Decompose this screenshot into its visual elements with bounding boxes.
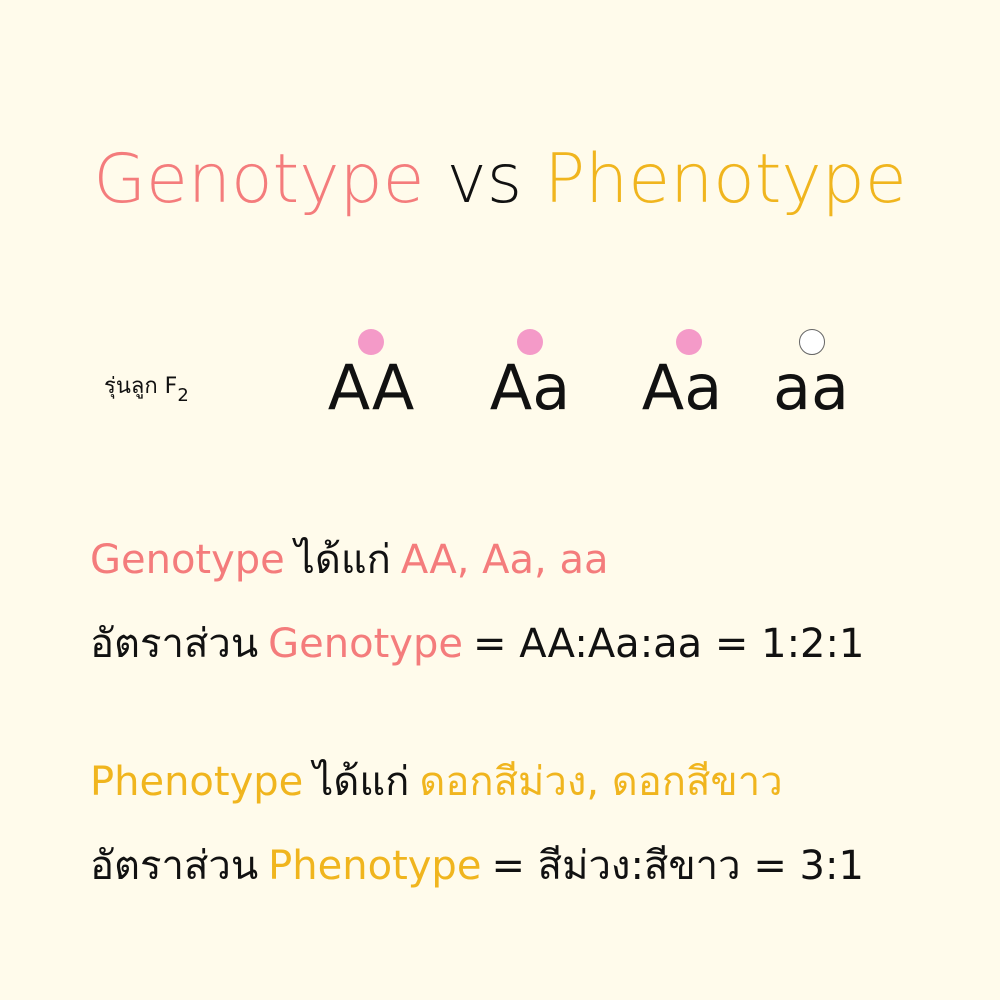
ratio-genotype-term: Genotype — [268, 621, 463, 667]
title-genotype: Genotype — [93, 140, 425, 219]
phenotype-ratio-line: อัตราส่วน Phenotype = สีม่วง:สีขาว = 3:1 — [90, 840, 864, 892]
genotype-verb: ได้แก่ — [294, 537, 391, 583]
genotype-list: AA, Aa, aa — [400, 537, 609, 583]
genotype-aa-hetero: Aa — [489, 351, 571, 424]
genotype-ratio-expression: = AA:Aa:aa = 1:2:1 — [472, 621, 865, 667]
genotype-ratio-line: อัตราส่วน Genotype = AA:Aa:aa = 1:2:1 — [90, 618, 864, 670]
generation-label-text: รุ่นลูก F — [104, 374, 178, 399]
phenotype-ratio-expression: = สีม่วง:สีขาว = 3:1 — [491, 843, 864, 889]
generation-subscript: 2 — [177, 385, 189, 406]
ratio-prefix: อัตราส่วน — [90, 843, 259, 889]
genotype-term: Genotype — [90, 537, 285, 583]
genotype-aa-recessive: aa — [773, 351, 849, 424]
genotype-aa-hetero: Aa — [641, 351, 723, 424]
title-vs: vs — [446, 140, 523, 219]
title-phenotype: Phenotype — [544, 140, 907, 219]
phenotype-term: Phenotype — [90, 759, 304, 805]
white-flower-dot — [799, 329, 825, 355]
genotype-list-line: Genotype ได้แก่ AA, Aa, aa — [90, 534, 609, 586]
page-title: Genotype vs Phenotype — [0, 138, 1000, 222]
phenotype-list: ดอกสีม่วง, ดอกสีขาว — [419, 759, 783, 805]
purple-flower-dot — [676, 329, 702, 355]
ratio-prefix: อัตราส่วน — [90, 621, 259, 667]
generation-label: รุ่นลูก F2 — [104, 372, 189, 411]
genotype-aa-dominant: AA — [327, 351, 415, 424]
phenotype-verb: ได้แก่ — [313, 759, 410, 805]
ratio-phenotype-term: Phenotype — [268, 843, 482, 889]
purple-flower-dot — [358, 329, 384, 355]
phenotype-list-line: Phenotype ได้แก่ ดอกสีม่วง, ดอกสีขาว — [90, 756, 783, 808]
purple-flower-dot — [517, 329, 543, 355]
